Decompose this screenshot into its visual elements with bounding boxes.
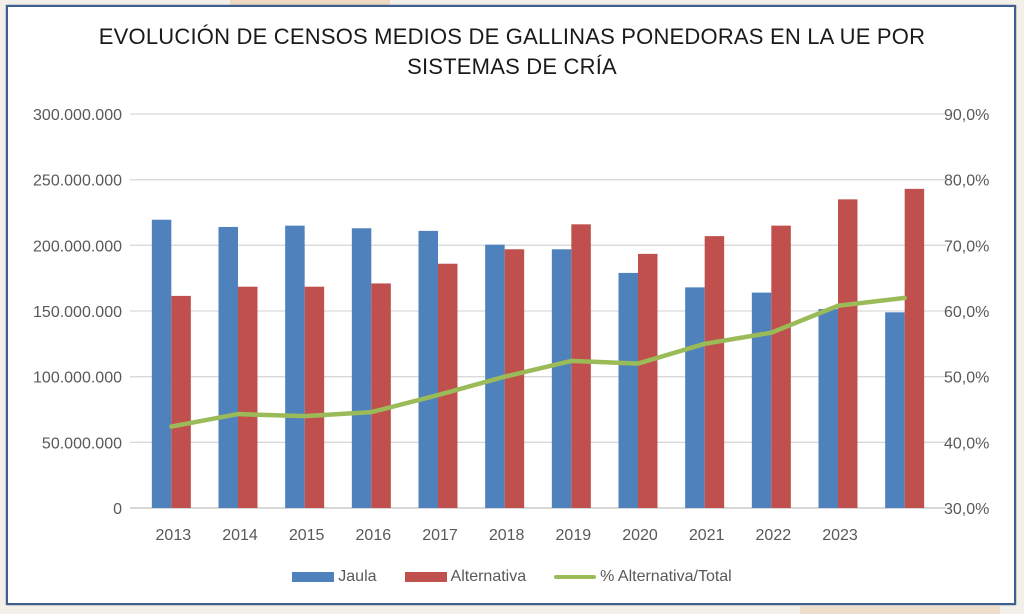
x-axis-labels: 2013 2014 2015 2016 2017 2018 2019 2020 2021 2022… (156, 527, 858, 544)
bar-alternativa (438, 263, 458, 508)
legend-item-percentage: % Alternativa/Total (554, 568, 732, 586)
y-left-tick-label: 0 (113, 501, 122, 518)
legend-label-percentage: % Alternativa/Total (600, 568, 732, 585)
chart-title: EVOLUCIÓN DE CENSOS MEDIOS DE GALLINAS P… (0, 22, 1024, 82)
bar-alternativa (838, 199, 858, 508)
x-tick-label: 2015 (289, 527, 325, 544)
legend-item-alternativa: Alternativa (404, 568, 527, 586)
bar-jaula (685, 287, 705, 508)
percentage-line (169, 295, 907, 429)
y-axis-right-labels: 30,0% 40,0% 50,0% 60,0% 70,0% 80,0% 90,0% (944, 107, 989, 518)
x-tick-label: 2020 (622, 527, 658, 544)
background-decoration (230, 0, 390, 8)
bars (151, 188, 925, 509)
chart-title-line-2: SISTEMAS DE CRÍA (407, 54, 617, 79)
y-right-tick-label: 70,0% (944, 238, 989, 255)
x-tick-label: 2023 (822, 527, 858, 544)
y-left-tick-label: 150.000.000 (33, 304, 122, 321)
bar-jaula (485, 244, 505, 508)
x-tick-label: 2013 (156, 527, 192, 544)
x-tick-label: 2014 (222, 527, 258, 544)
bar-jaula (351, 228, 372, 508)
y-right-tick-label: 80,0% (944, 173, 989, 190)
legend-swatch-jaula (292, 572, 335, 582)
bar-alternativa (504, 249, 525, 509)
y-left-tick-label: 50.000.000 (42, 435, 122, 452)
legend-label-alternativa: Alternativa (450, 568, 527, 585)
x-tick-label: 2017 (422, 527, 458, 544)
bar-alternativa (904, 188, 925, 509)
y-right-tick-label: 50,0% (944, 370, 989, 387)
y-right-tick-label: 40,0% (944, 435, 989, 452)
gridlines (130, 113, 946, 509)
x-tick-label: 2019 (556, 527, 592, 544)
bar-alternativa (371, 283, 391, 508)
x-tick-label: 2022 (756, 527, 792, 544)
y-left-tick-label: 300.000.000 (33, 107, 122, 124)
y-right-tick-label: 90,0% (944, 107, 989, 124)
y-right-tick-label: 60,0% (944, 304, 989, 321)
bar-jaula (818, 309, 838, 508)
legend-label-jaula: Jaula (338, 568, 377, 585)
bar-jaula (151, 219, 172, 508)
y-axis-left-labels: 0 50.000.000 100.000.000 150.000.000 200.000… (33, 107, 122, 518)
bar-jaula (618, 272, 638, 508)
bar-alternativa (238, 286, 258, 508)
legend-item-jaula: Jaula (292, 568, 377, 586)
bar-alternativa (171, 295, 191, 508)
bar-jaula (885, 312, 905, 508)
y-right-tick-label: 30,0% (944, 501, 989, 518)
x-tick-label: 2016 (356, 527, 392, 544)
legend: Jaula Alternativa % Alternativa/Total (0, 566, 1024, 588)
chart-title-line-1: EVOLUCIÓN DE CENSOS MEDIOS DE GALLINAS P… (98, 24, 926, 49)
background-decoration (800, 606, 1000, 614)
x-tick-label: 2021 (689, 527, 725, 544)
bar-alternativa (638, 253, 658, 508)
legend-swatch-alternativa (404, 572, 447, 582)
bar-jaula (418, 230, 438, 509)
bar-jaula (551, 249, 572, 509)
x-tick-label: 2018 (489, 527, 525, 544)
bar-jaula (285, 225, 305, 508)
y-left-tick-label: 250.000.000 (33, 173, 122, 190)
bar-alternativa (771, 225, 791, 508)
bar-alternativa (704, 236, 725, 508)
bar-alternativa (304, 286, 325, 508)
y-left-tick-label: 100.000.000 (33, 370, 122, 387)
bar-alternativa (571, 224, 591, 508)
legend-swatch-percentage (554, 575, 597, 579)
bar-jaula (751, 292, 772, 508)
y-left-tick-label: 200.000.000 (33, 238, 122, 255)
bar-jaula (218, 226, 238, 509)
line-percentage-alternativa-total (169, 295, 907, 429)
